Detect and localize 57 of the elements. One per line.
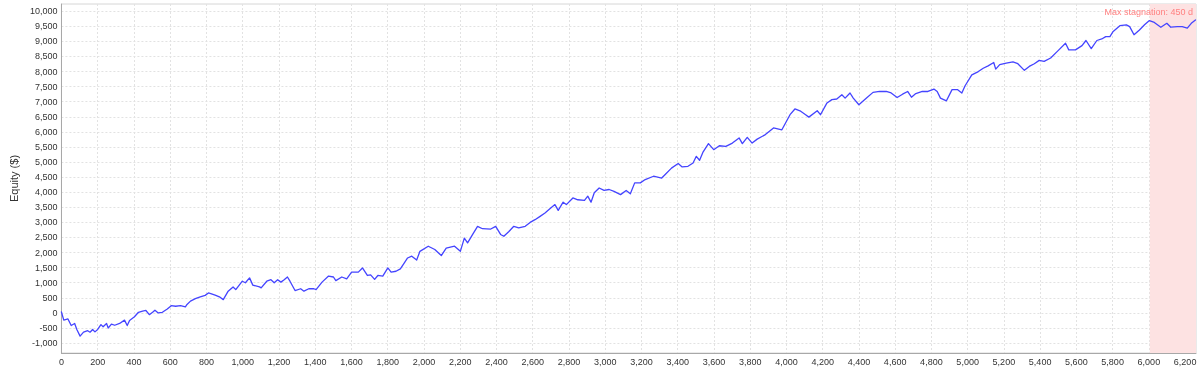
- y-tick-label: 4,500: [34, 172, 58, 183]
- y-tick-label: 5,000: [34, 157, 58, 168]
- x-tick-label: 5,000: [956, 356, 979, 367]
- x-tick-label: 2,800: [557, 356, 581, 367]
- x-tick-label: 1,800: [376, 356, 399, 367]
- y-tick-label: 8,500: [34, 51, 58, 62]
- x-tick-label: 4,600: [883, 356, 907, 367]
- y-tick-label: 4,000: [34, 187, 58, 198]
- x-tick-label: 1,000: [231, 356, 254, 367]
- x-tick-label: 6,200: [1173, 356, 1197, 367]
- y-tick-label: 3,500: [34, 202, 58, 213]
- y-tick-label: 0: [52, 307, 58, 318]
- y-tick-label: -500: [39, 322, 58, 333]
- y-tick-label: 7,000: [34, 96, 58, 107]
- x-tick-label: 4,400: [847, 356, 871, 367]
- y-tick-label: 9,500: [34, 21, 58, 32]
- x-tick-label: 4,000: [775, 356, 798, 367]
- y-tick-label: 6,500: [34, 111, 58, 122]
- x-tick-label: 6,000: [1137, 356, 1161, 367]
- y-tick-label: 5,500: [34, 141, 58, 152]
- band-label: Max stagnation: 450 d: [1104, 6, 1193, 17]
- x-tick-label: 400: [126, 356, 142, 367]
- x-tick-label: 800: [198, 356, 214, 367]
- x-tick-label: 4,800: [920, 356, 943, 367]
- x-tick-label: 3,600: [702, 356, 726, 367]
- x-tick-label: 1,400: [303, 356, 327, 367]
- x-tick-label: 5,800: [1101, 356, 1124, 367]
- y-tick-label: -1,000: [31, 338, 58, 349]
- y-tick-label: 1,000: [34, 277, 58, 288]
- x-tick-label: 2,000: [412, 356, 436, 367]
- y-axis-title: Equity ($): [7, 154, 20, 203]
- y-tick-label: 10,000: [29, 6, 58, 17]
- y-tick-label: 2,500: [34, 232, 58, 243]
- y-tick-label: 7,500: [34, 81, 58, 92]
- x-tick-label: 1,600: [340, 356, 363, 367]
- y-tick-label: 8,000: [34, 66, 58, 77]
- x-tick-label: 3,200: [630, 356, 653, 367]
- y-tick-label: 6,000: [34, 126, 58, 137]
- x-tick-label: 200: [90, 356, 106, 367]
- y-tick-label: 2,000: [34, 247, 58, 258]
- y-tick-label: 1,500: [34, 262, 58, 273]
- x-tick-label: 4,200: [811, 356, 834, 367]
- x-tick-label: 5,600: [1065, 356, 1088, 367]
- y-tick-label: 3,000: [34, 217, 58, 228]
- x-tick-label: 3,400: [666, 356, 689, 367]
- line-series: [60, 19, 1197, 337]
- x-tick-label: 2,600: [521, 356, 544, 367]
- x-tick-label: 3,000: [593, 356, 617, 367]
- x-tick-label: 5,200: [992, 356, 1016, 367]
- x-tick-label: 3,800: [738, 356, 762, 367]
- x-tick-label: 5,400: [1028, 356, 1052, 367]
- x-tick-label: 2,200: [448, 356, 472, 367]
- y-tick-label: 500: [42, 292, 58, 303]
- x-tick-label: 1,200: [267, 356, 291, 367]
- y-tick-label: 9,000: [34, 36, 58, 47]
- x-tick-label: 2,400: [485, 356, 508, 367]
- x-tick-label: 600: [162, 356, 178, 367]
